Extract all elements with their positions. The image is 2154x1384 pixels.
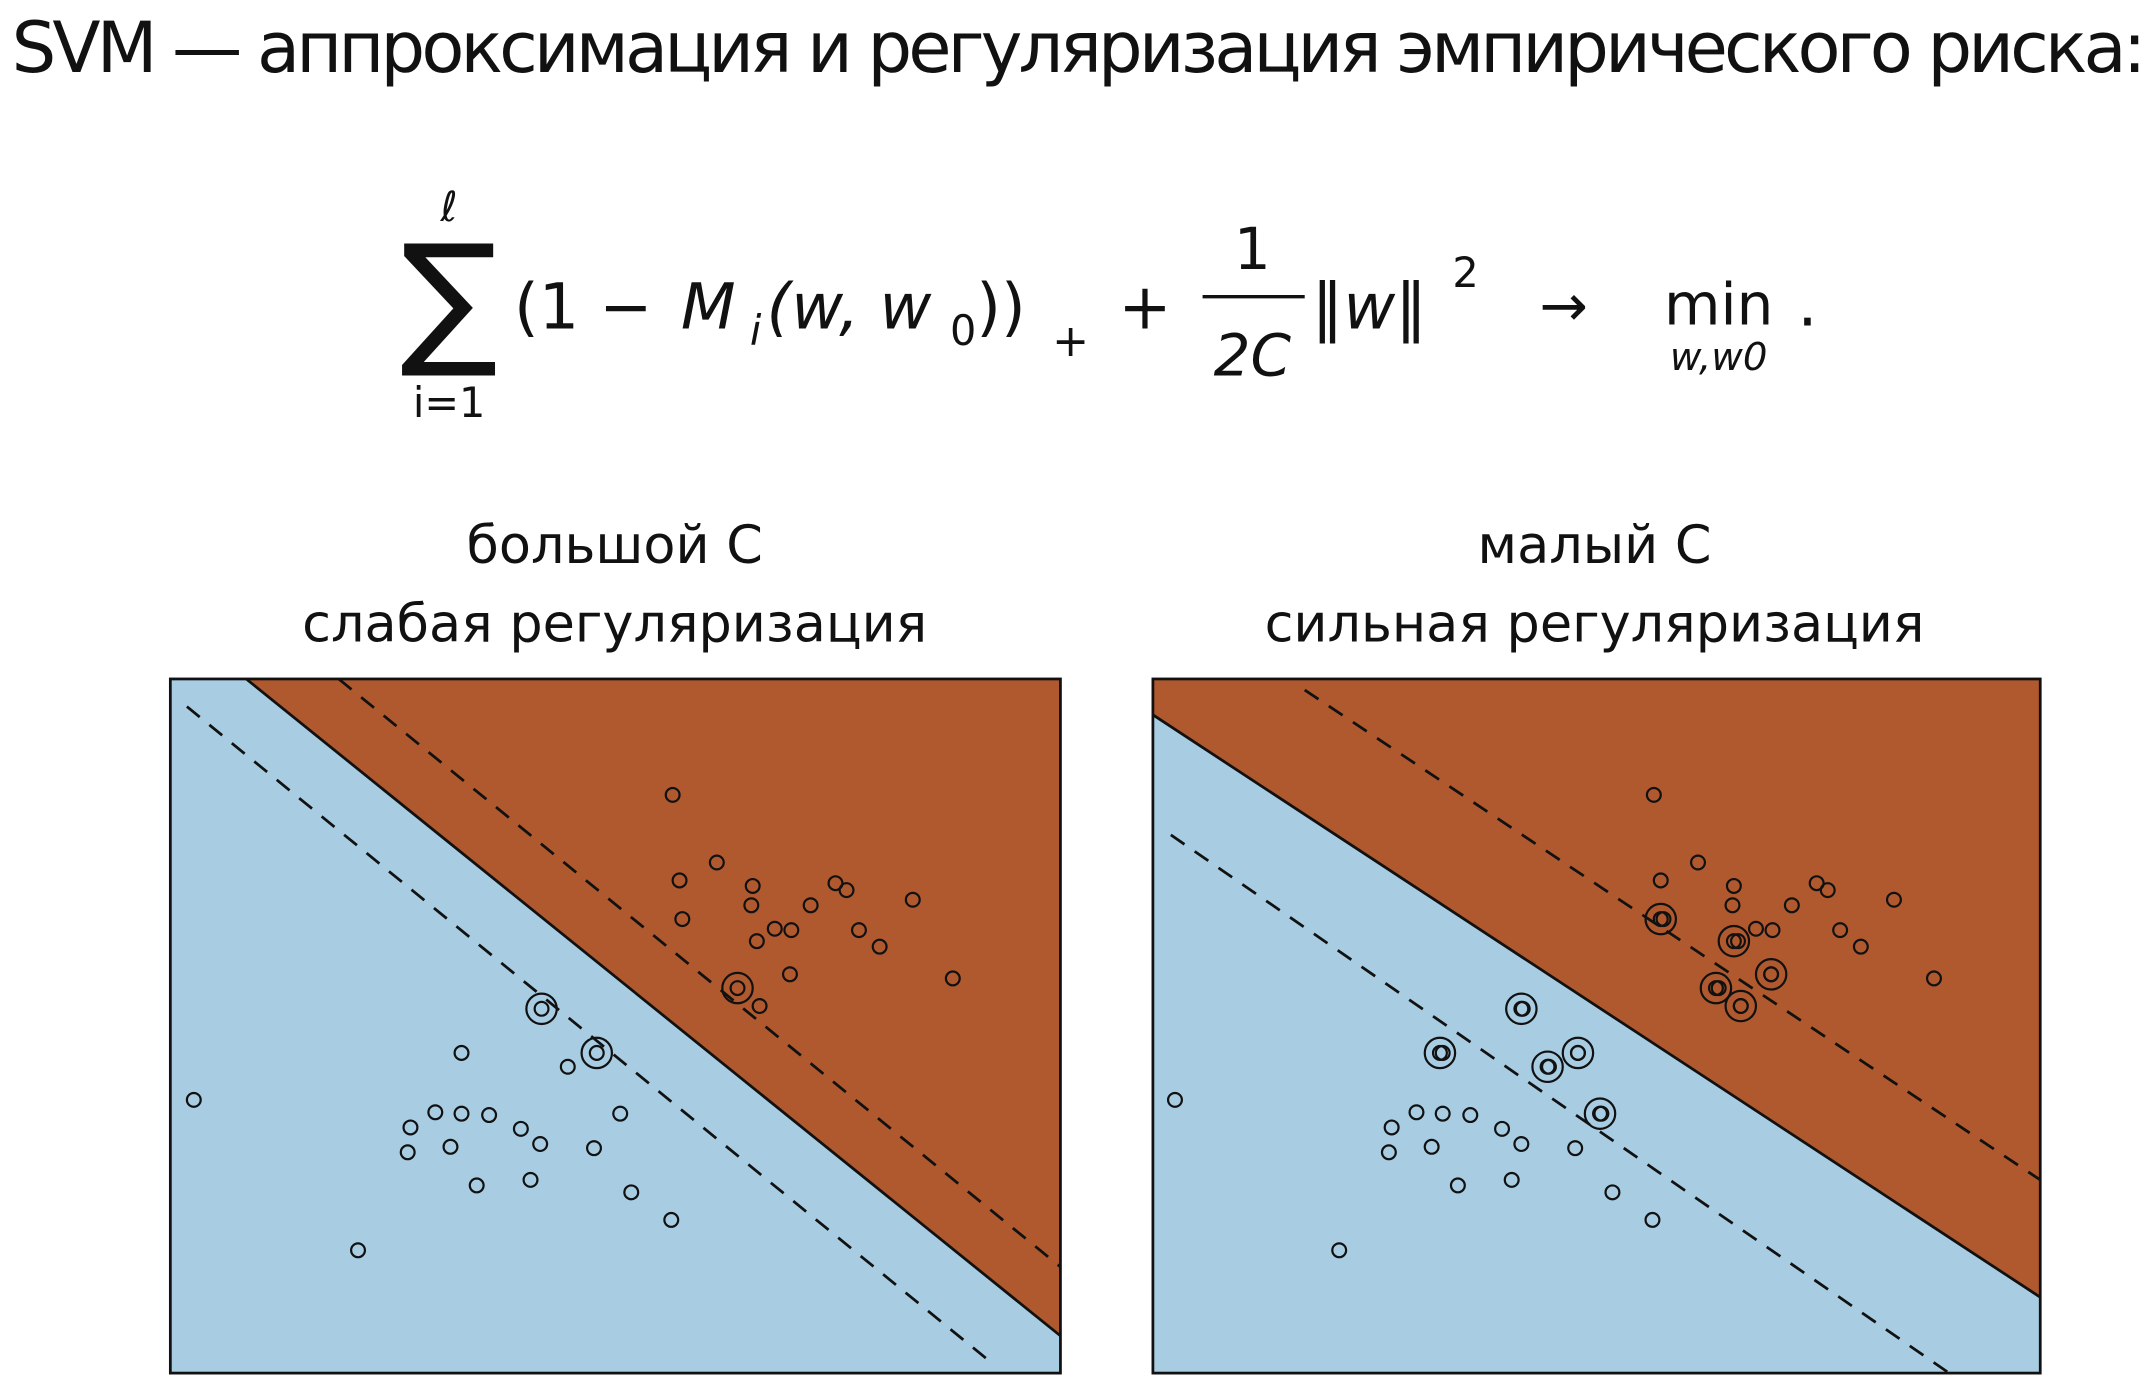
plot-left <box>170 678 1061 1374</box>
plot-frame <box>168 677 1062 1375</box>
panel-titles: большой C слабая регуляризация малый C с… <box>302 515 1924 655</box>
sum-upper: ℓ <box>440 183 458 231</box>
formula-open: (1 − <box>514 269 652 343</box>
formula-arrow: → <box>1539 272 1588 340</box>
panel-title: малый C <box>1478 515 1712 576</box>
formula-norm-sup: 2 <box>1452 249 1478 297</box>
formula-end: . <box>1797 267 1817 341</box>
panel-title: большой C <box>467 515 763 576</box>
formula-plus-sub: + <box>1052 316 1089 367</box>
formula-min-sub: w,w0 <box>1670 335 1768 380</box>
slide-title: SVM — аппроксимация и регуляризация эмпи… <box>12 7 2147 89</box>
formula: ℓ ∑ i=1 (1 − M i (w, w 0 )) + + 1 2C ‖w‖… <box>400 183 1817 427</box>
sum-symbol: ∑ <box>400 215 498 383</box>
formula-args: (w, w <box>767 269 932 343</box>
formula-args-sub: 0 <box>950 307 976 355</box>
formula-min: min <box>1664 270 1773 338</box>
plot-frame <box>1151 677 2042 1375</box>
panel-subtitle: слабая регуляризация <box>302 594 927 655</box>
formula-m-sub: i <box>750 307 762 355</box>
formula-close: )) <box>976 269 1026 343</box>
formula-norm: ‖w‖ <box>1312 269 1427 344</box>
panel-subtitle: сильная регуляризация <box>1265 594 1925 655</box>
frac-den: 2C <box>1214 321 1292 389</box>
formula-m: M <box>681 269 736 343</box>
formula-plus: + <box>1118 269 1171 343</box>
sum-lower: i=1 <box>413 379 486 427</box>
frac-num: 1 <box>1234 215 1271 283</box>
plot-right <box>1152 678 2041 1374</box>
